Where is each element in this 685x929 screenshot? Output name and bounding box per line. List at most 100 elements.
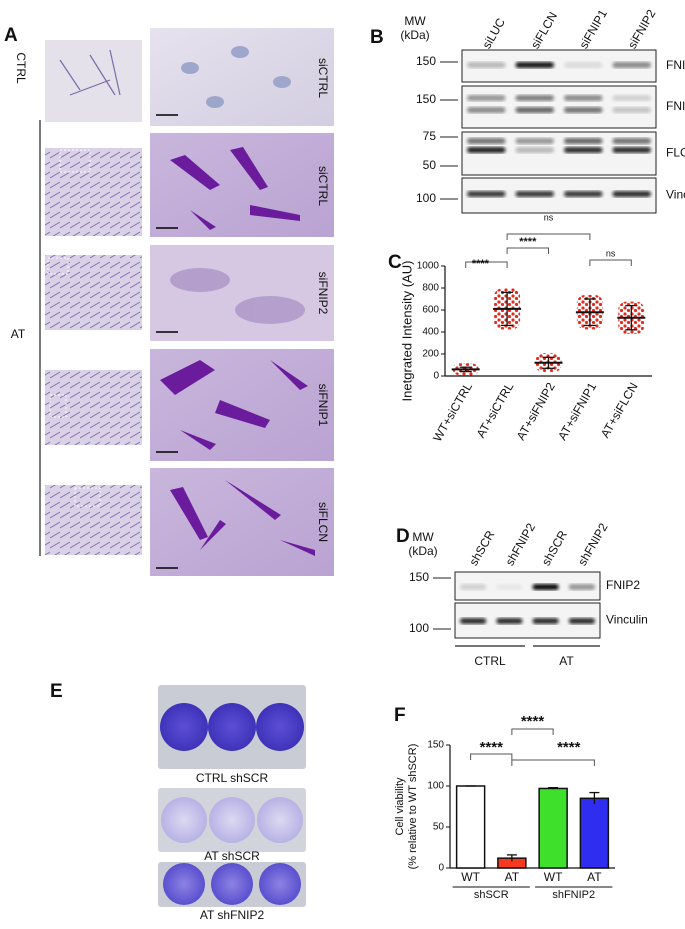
micrographs xyxy=(150,28,334,576)
y-tick-label: 400 xyxy=(422,327,439,338)
bar xyxy=(538,787,568,869)
lane-label: shFNIP2 xyxy=(575,520,611,568)
x-tick-label: AT+siFNIP1 xyxy=(555,380,599,443)
x-tick-label: WT xyxy=(544,870,563,884)
y-tick-label: 150 xyxy=(427,740,444,751)
x-tick-label: WT+siCTRL xyxy=(430,380,475,444)
y-tick-label: 0 xyxy=(438,863,444,874)
band xyxy=(564,95,603,101)
band xyxy=(612,138,651,144)
panel-label: A xyxy=(4,25,18,46)
group-label: AT xyxy=(559,654,574,668)
band xyxy=(460,584,487,590)
band xyxy=(564,107,603,113)
group-label: shSCR xyxy=(474,889,509,901)
bar-chart: 0 50 100 150 Cell viability (% relative to WT… xyxy=(394,713,615,901)
significance-bracket xyxy=(589,259,632,266)
significance-bracket xyxy=(506,247,549,254)
band xyxy=(612,62,651,68)
mw-marker: 150 xyxy=(409,570,429,584)
significance-bracket xyxy=(511,759,595,766)
mw-marker: 50 xyxy=(423,158,437,172)
y-axis-label: (% relative to WT shSCR) xyxy=(407,744,419,870)
band xyxy=(564,191,603,197)
bar xyxy=(455,785,486,869)
blot: shSCR shFNIP2 shSCR shFNIP2FNIP2Vinculin150… xyxy=(409,520,648,668)
mw-marker: 150 xyxy=(416,92,436,106)
mw-marker: 100 xyxy=(416,191,436,205)
group-label: CTRL xyxy=(474,654,506,668)
y-tick-label: 600 xyxy=(422,305,439,316)
significance-bracket xyxy=(506,233,591,240)
band xyxy=(467,62,506,68)
row-label: AT xyxy=(11,327,26,341)
band xyxy=(564,62,603,68)
significance-bracket xyxy=(465,261,508,268)
y-tick-label: 0 xyxy=(433,371,439,382)
band xyxy=(515,138,554,144)
x-tick-label: AT+siCTRL xyxy=(474,380,517,441)
panel-label: F xyxy=(394,705,406,726)
band xyxy=(564,147,603,153)
lane-label: siFNIP2 xyxy=(625,7,659,51)
y-tick-label: 200 xyxy=(422,349,439,360)
image-label: siFLCN xyxy=(316,502,330,542)
plate-label: AT shFNIP2 xyxy=(200,908,265,922)
band xyxy=(496,584,523,590)
significance: ns xyxy=(544,212,554,222)
lane-label: siFLCN xyxy=(528,9,560,51)
x-tick-label: AT+siFNIP2 xyxy=(514,380,558,443)
band xyxy=(515,147,554,153)
panel-label: E xyxy=(50,681,63,702)
image-label: siCTRL xyxy=(316,58,330,98)
band xyxy=(467,191,506,197)
blot: siLUC siFLCN siFNIP1 siFNIP2 FNIP1 FNIP2 FLCN V… xyxy=(416,7,685,214)
band xyxy=(467,107,506,113)
lane-label: shFNIP2 xyxy=(503,520,539,568)
panel-label: B xyxy=(370,27,384,48)
significance: **** xyxy=(519,236,537,248)
protein-label: Vinculin xyxy=(666,188,685,202)
mw-header: MW xyxy=(412,530,434,544)
lane-label: shSCR xyxy=(539,528,570,568)
mw-marker: 100 xyxy=(409,621,429,635)
band xyxy=(496,618,523,624)
lane-label: siFNIP1 xyxy=(576,7,610,51)
x-tick-label: AT xyxy=(587,870,602,884)
band xyxy=(612,107,651,113)
x-tick-label: WT xyxy=(461,870,480,884)
band xyxy=(460,618,487,624)
band xyxy=(515,95,554,101)
band xyxy=(532,584,559,590)
thumbnails xyxy=(45,40,142,555)
protein-label: FNIP2 xyxy=(606,578,640,592)
band xyxy=(515,107,554,113)
plate-label: CTRL shSCR xyxy=(196,771,269,785)
protein-label: FNIP1 xyxy=(666,58,685,72)
significance: **** xyxy=(480,739,504,756)
band xyxy=(612,191,651,197)
panel-label: D xyxy=(396,526,410,547)
band xyxy=(515,191,554,197)
image-label: siFNIP1 xyxy=(316,384,330,427)
y-axis-label: Cell viability xyxy=(394,777,406,836)
band xyxy=(467,138,506,144)
significance: **** xyxy=(521,713,545,730)
band xyxy=(532,618,559,624)
significance-bracket xyxy=(470,753,513,760)
x-tick-label: AT+siFLCN xyxy=(598,380,641,440)
significance: **** xyxy=(472,258,490,270)
mw-marker: 150 xyxy=(416,54,436,68)
mw-marker: 75 xyxy=(423,129,437,143)
mw-header: (kDa) xyxy=(400,28,429,42)
group-label: shFNIP2 xyxy=(552,889,595,901)
band xyxy=(612,95,651,101)
bar xyxy=(579,797,610,869)
x-tick-label: AT xyxy=(505,870,520,884)
lane-label: shSCR xyxy=(466,528,497,568)
band xyxy=(564,138,603,144)
image-label: siCTRL xyxy=(316,166,330,206)
plate-label: AT shSCR xyxy=(204,849,260,863)
